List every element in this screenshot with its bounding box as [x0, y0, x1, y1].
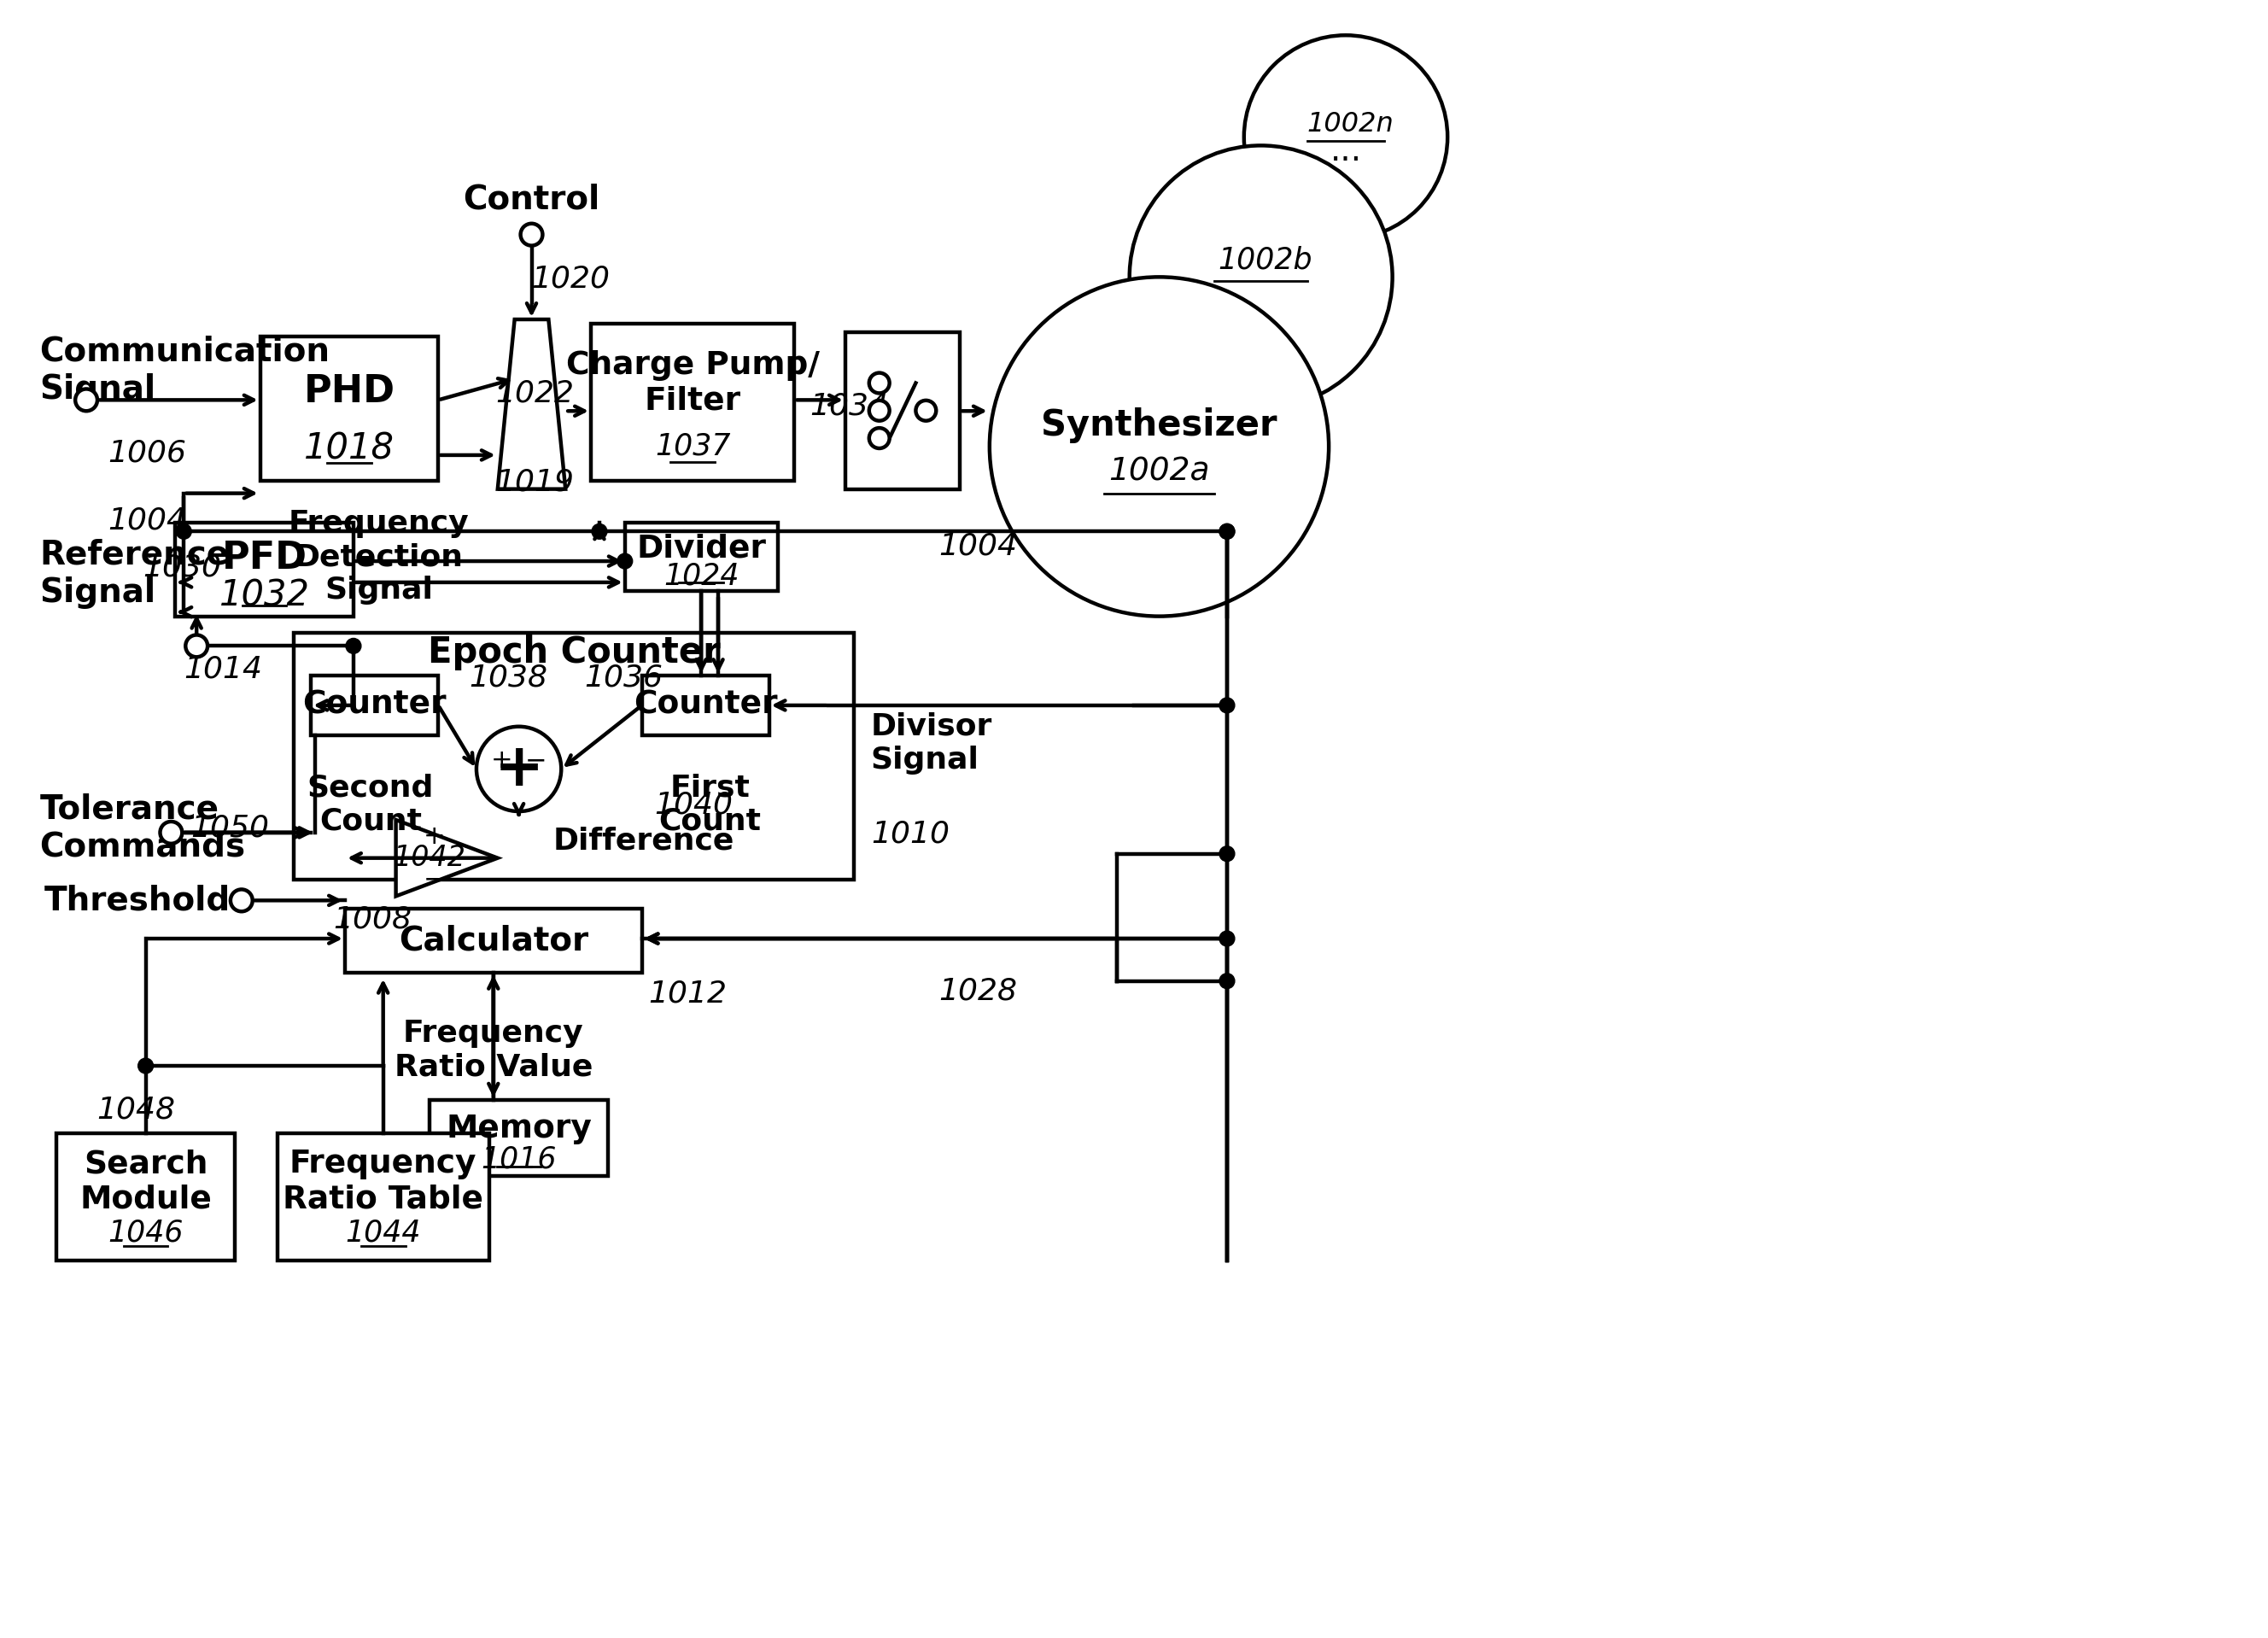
Text: 1028: 1028: [939, 976, 1018, 1006]
FancyBboxPatch shape: [261, 336, 438, 480]
Text: 1030: 1030: [143, 552, 222, 581]
Text: Counter: Counter: [302, 690, 447, 721]
Text: Second
Count: Second Count: [306, 773, 433, 835]
Text: Frequency
Detection
Signal: Frequency Detection Signal: [288, 509, 469, 604]
Text: Charge Pump/
Filter: Charge Pump/ Filter: [567, 351, 819, 416]
Circle shape: [75, 388, 98, 411]
FancyBboxPatch shape: [642, 675, 769, 735]
Circle shape: [869, 373, 889, 393]
FancyBboxPatch shape: [592, 324, 794, 480]
Text: 1004: 1004: [939, 531, 1018, 560]
Text: 1012: 1012: [649, 980, 728, 1009]
Circle shape: [989, 277, 1329, 616]
Text: PFD: PFD: [222, 541, 306, 577]
Text: Search
Module: Search Module: [79, 1148, 211, 1215]
FancyBboxPatch shape: [277, 1133, 490, 1261]
Text: 1016: 1016: [481, 1145, 556, 1174]
Polygon shape: [497, 319, 565, 490]
Text: Difference: Difference: [553, 827, 735, 855]
Text: ···: ···: [1329, 144, 1361, 177]
Circle shape: [522, 223, 542, 246]
Text: 1024: 1024: [665, 562, 739, 590]
Text: Counter: Counter: [633, 690, 778, 721]
Text: 1037: 1037: [655, 431, 730, 460]
FancyBboxPatch shape: [311, 675, 438, 735]
Circle shape: [869, 400, 889, 421]
Text: 1006: 1006: [107, 437, 186, 467]
Text: 1014: 1014: [184, 655, 263, 683]
Circle shape: [476, 727, 560, 811]
Text: 1038: 1038: [469, 663, 547, 691]
Circle shape: [186, 636, 209, 657]
Circle shape: [916, 400, 937, 421]
Circle shape: [592, 524, 608, 539]
Circle shape: [1243, 36, 1447, 239]
Text: 1020: 1020: [531, 264, 610, 293]
Circle shape: [138, 1058, 154, 1073]
Text: Frequency
Ratio Table: Frequency Ratio Table: [284, 1148, 483, 1215]
Circle shape: [1220, 524, 1234, 539]
Text: Control: Control: [463, 183, 601, 216]
Circle shape: [177, 524, 191, 539]
FancyBboxPatch shape: [57, 1133, 234, 1261]
Circle shape: [1220, 524, 1234, 539]
Text: Tolerance
Commands: Tolerance Commands: [39, 793, 245, 863]
Circle shape: [1129, 146, 1393, 408]
Text: PHD: PHD: [304, 373, 395, 410]
Circle shape: [1220, 930, 1234, 947]
Text: 1046: 1046: [109, 1219, 184, 1248]
FancyBboxPatch shape: [626, 523, 778, 591]
Text: Memory: Memory: [447, 1114, 592, 1143]
Text: Calculator: Calculator: [399, 924, 587, 957]
Text: Synthesizer: Synthesizer: [1041, 408, 1277, 444]
FancyBboxPatch shape: [345, 909, 642, 973]
FancyBboxPatch shape: [431, 1099, 608, 1176]
Text: Epoch Counter: Epoch Counter: [429, 636, 721, 670]
Text: 1002a: 1002a: [1109, 457, 1209, 488]
Text: 1036: 1036: [585, 663, 662, 691]
Text: 1002n: 1002n: [1306, 111, 1393, 138]
Text: Divider: Divider: [637, 534, 767, 563]
Text: Communication
Signal: Communication Signal: [39, 336, 329, 405]
Text: 1048: 1048: [98, 1096, 175, 1125]
Text: +: +: [494, 740, 544, 798]
Circle shape: [869, 428, 889, 449]
Text: Divisor
Signal: Divisor Signal: [871, 713, 993, 775]
Circle shape: [231, 889, 252, 911]
FancyBboxPatch shape: [846, 333, 959, 490]
Circle shape: [617, 554, 633, 568]
Circle shape: [161, 822, 181, 844]
Circle shape: [1220, 973, 1234, 989]
Text: 1018: 1018: [304, 431, 395, 467]
Text: 1050: 1050: [191, 812, 270, 842]
Text: 1004: 1004: [107, 506, 186, 536]
Text: First
Count: First Count: [658, 773, 760, 835]
Text: 1022: 1022: [494, 378, 574, 408]
Text: 1040: 1040: [655, 790, 733, 819]
Text: 1034: 1034: [810, 391, 889, 421]
Text: +: +: [490, 749, 513, 773]
Text: 1002b: 1002b: [1218, 246, 1313, 275]
Text: 1032: 1032: [220, 578, 311, 614]
Circle shape: [1220, 847, 1234, 862]
Text: 1044: 1044: [345, 1219, 422, 1248]
Text: 1010: 1010: [871, 821, 950, 848]
Text: 1042: 1042: [395, 844, 467, 871]
FancyBboxPatch shape: [175, 523, 354, 616]
Text: Frequency
Ratio Value: Frequency Ratio Value: [395, 1019, 592, 1081]
Text: +: +: [424, 824, 445, 848]
Circle shape: [345, 639, 361, 654]
Circle shape: [1220, 698, 1234, 713]
Text: 1019: 1019: [494, 468, 574, 496]
Text: Reference
Signal: Reference Signal: [39, 539, 229, 609]
Text: −: −: [524, 749, 547, 773]
Text: Threshold: Threshold: [43, 885, 231, 917]
Text: −: −: [424, 867, 445, 891]
Text: 1008: 1008: [333, 904, 413, 934]
Polygon shape: [397, 821, 497, 896]
